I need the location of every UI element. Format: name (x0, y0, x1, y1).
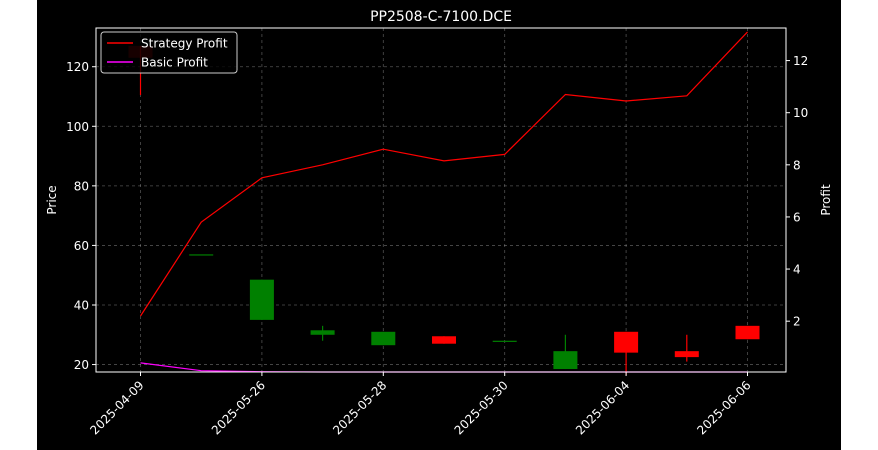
right-axis-label: Profit (819, 184, 833, 216)
left-tick-label: 100 (66, 120, 89, 134)
candle-body (249, 279, 274, 320)
candle-body (432, 336, 456, 344)
candlestick-profit-chart: PP2508-C-7100.DCE 20 40 60 80 100 120 2 4 6 8 10 1… (45, 9, 833, 437)
strategy-profit-line (139, 31, 748, 317)
candle-body (553, 351, 578, 370)
x-tick-label: 2025-05-28 (330, 378, 389, 437)
left-y-axis: 20 40 60 80 100 120 (66, 60, 96, 372)
candlestick-series (128, 45, 760, 375)
profit-lines (139, 31, 748, 373)
left-axis-label: Price (45, 185, 59, 214)
x-tick-label: 2025-06-06 (694, 378, 753, 437)
right-tick-label: 10 (793, 106, 808, 120)
legend-label-strategy-profit: Strategy Profit (141, 37, 228, 51)
right-tick-label: 6 (793, 210, 801, 224)
left-tick-label: 60 (74, 239, 89, 253)
x-axis: 2025-04-09 2025-05-26 2025-05-28 2025-05-30… (87, 372, 754, 437)
right-tick-label: 12 (793, 54, 808, 68)
legend-label-basic-profit: Basic Profit (141, 56, 208, 70)
candle-body (735, 325, 760, 340)
left-tick-label: 20 (74, 358, 89, 372)
left-tick-label: 120 (66, 60, 89, 74)
grid-lines (96, 28, 786, 372)
x-tick-label: 2025-05-26 (209, 378, 268, 437)
candle-body (189, 254, 214, 256)
legend: Strategy Profit Basic Profit (100, 31, 238, 74)
plot-frame (95, 27, 787, 373)
x-tick-label: 2025-06-04 (573, 378, 632, 437)
right-tick-label: 4 (793, 263, 801, 277)
candle-body (674, 351, 699, 358)
x-tick-label: 2025-05-30 (452, 378, 511, 437)
right-y-axis: 2 4 6 8 10 12 (786, 54, 808, 329)
candle-body (371, 331, 396, 346)
legend-box (100, 31, 238, 74)
chart-title: PP2508-C-7100.DCE (370, 9, 512, 25)
chart-figure: PP2508-C-7100.DCE 20 40 60 80 100 120 2 4 6 8 10 1… (37, 0, 841, 450)
right-tick-label: 2 (793, 315, 801, 329)
candle-body (310, 330, 335, 335)
candle-body (614, 331, 639, 353)
right-tick-label: 8 (793, 158, 801, 172)
left-tick-label: 80 (74, 179, 89, 193)
left-tick-label: 40 (74, 298, 89, 312)
x-tick-label: 2025-04-09 (87, 378, 146, 437)
candle-body (492, 340, 517, 342)
